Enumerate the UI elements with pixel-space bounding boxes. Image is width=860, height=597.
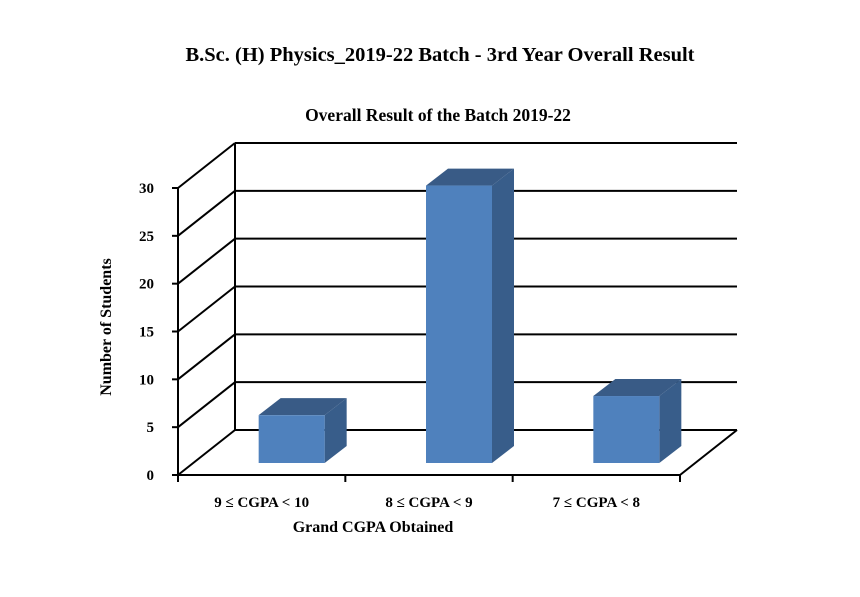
x-axis-ticks: 9 ≤ CGPA < 10 8 ≤ CGPA < 9 7 ≤ CGPA < 8 <box>177 475 681 511</box>
bar-side <box>324 398 347 463</box>
chart-bars <box>258 168 682 464</box>
x-tick-label: 7 ≤ CGPA < 8 <box>553 495 640 511</box>
y-axis-label: Number of Students <box>98 258 115 396</box>
bar-top <box>593 379 682 397</box>
y-tick-label: 20 <box>139 277 154 293</box>
page-title: B.Sc. (H) Physics_2019-22 Batch - 3rd Ye… <box>185 44 695 66</box>
bar-top <box>258 398 347 416</box>
y-tick-label: 5 <box>147 420 155 436</box>
y-tick-label: 30 <box>139 181 154 197</box>
gridline-depth <box>177 381 236 428</box>
gridline-depth <box>177 285 236 333</box>
bar <box>258 398 347 463</box>
y-tick-label: 0 <box>147 468 155 484</box>
y-axis-ticks: 0 5 10 15 20 25 30 <box>139 181 178 484</box>
bar <box>593 379 682 463</box>
y-tick-label: 10 <box>139 372 154 388</box>
y-tick-label: 15 <box>139 325 154 341</box>
y-tick-label: 25 <box>139 229 154 245</box>
x-axis-label: Grand CGPA Obtained <box>293 519 454 536</box>
chart-title: Overall Result of the Batch 2019-22 <box>305 105 571 125</box>
bar-front <box>593 396 660 463</box>
gridline-depth <box>177 190 236 237</box>
x-tick-label: 8 ≤ CGPA < 9 <box>385 495 472 511</box>
bar-side <box>659 379 682 463</box>
bar <box>426 168 514 464</box>
gridline-depth <box>177 429 236 476</box>
x-tick-label: 9 ≤ CGPA < 10 <box>214 495 309 511</box>
floor-right-edge <box>679 429 738 476</box>
gridline-depth <box>177 142 236 189</box>
gridline-depth <box>177 237 236 285</box>
gridline-depth <box>177 333 236 381</box>
bar-side <box>492 168 514 464</box>
bar-front <box>258 415 325 463</box>
bar-top <box>426 168 514 186</box>
bar-front <box>426 185 492 464</box>
